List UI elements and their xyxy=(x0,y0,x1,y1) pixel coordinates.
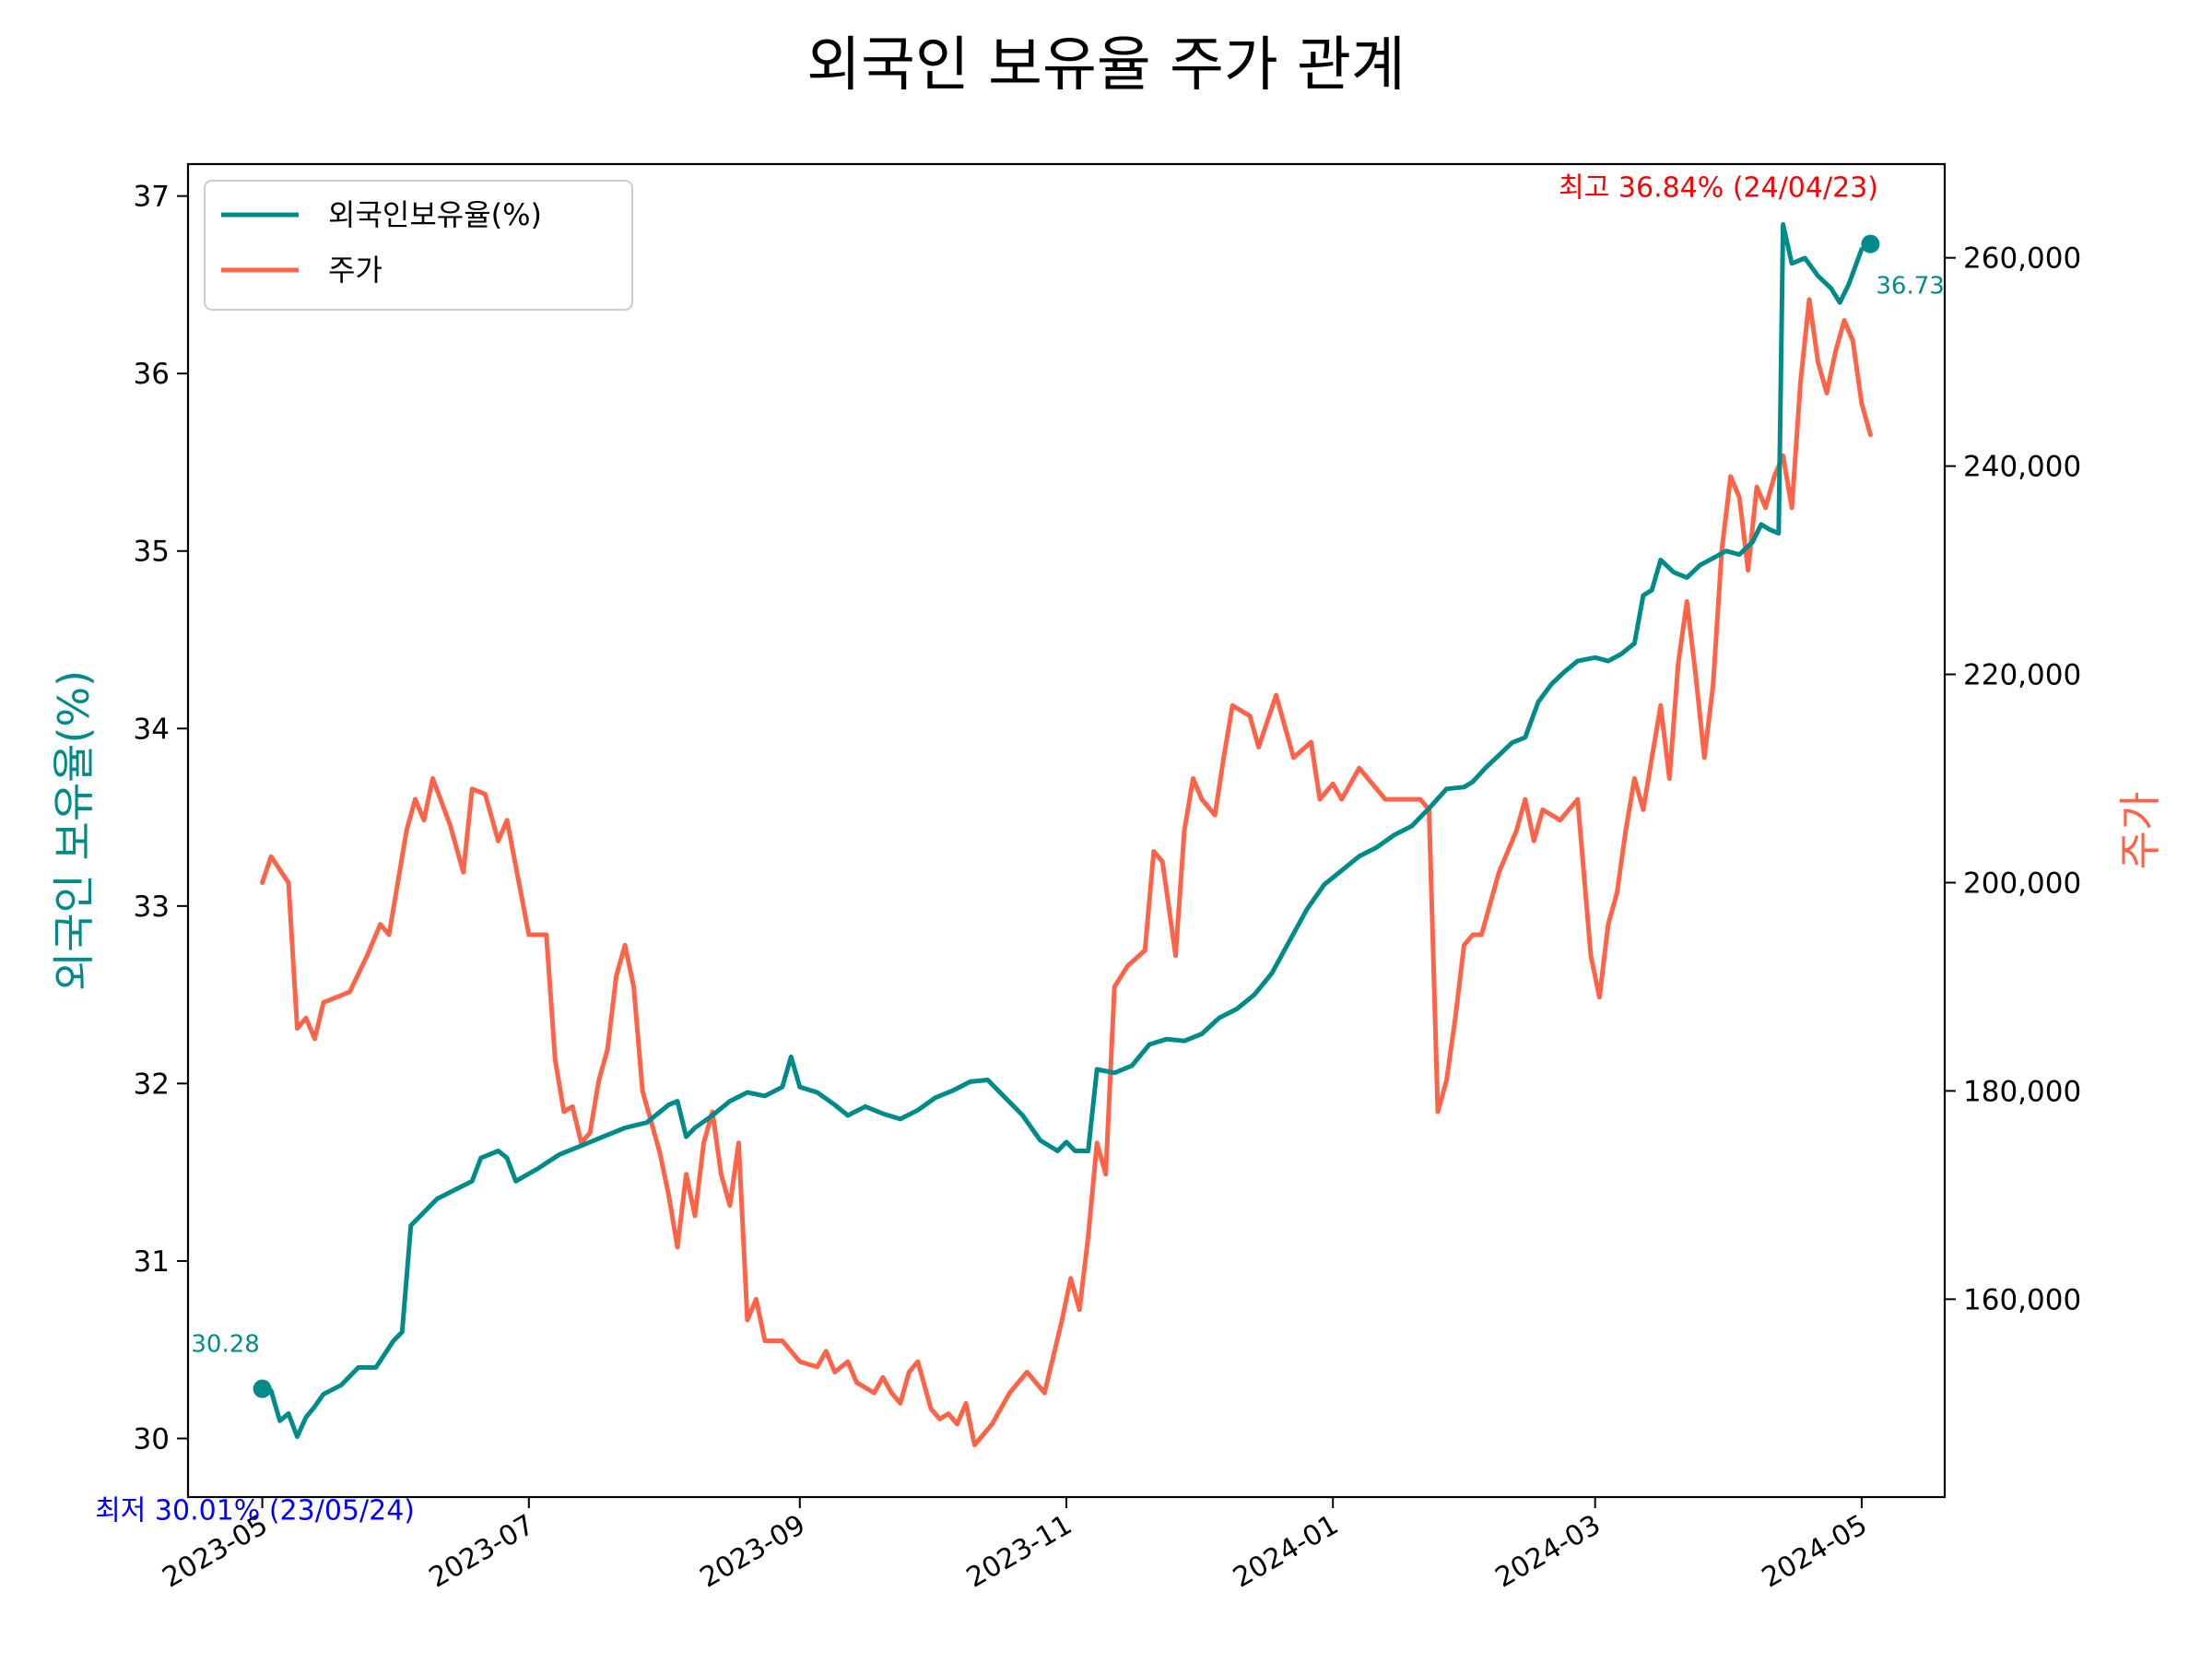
end-value-label: 36.73 xyxy=(1876,273,1944,301)
chart-title: 외국인 보유율 주가 관계 xyxy=(806,31,1406,100)
end-point-marker xyxy=(1861,234,1880,254)
left-y-tick-label: 35 xyxy=(134,536,170,569)
stock-price-line xyxy=(260,297,1873,1447)
start-point-marker xyxy=(253,1379,272,1398)
left-axis-label: 외국인 보유율(%) xyxy=(49,670,99,991)
right-y-tick-label: 220,000 xyxy=(1963,659,2081,692)
start-value-label: 30.28 xyxy=(191,1331,259,1359)
left-y-tick-label: 32 xyxy=(134,1067,170,1101)
left-y-tick-label: 31 xyxy=(134,1245,170,1279)
legend: 외국인보유율(%) 주가 xyxy=(204,180,633,311)
left-y-tick-label: 36 xyxy=(134,358,170,391)
left-y-tick-label: 30 xyxy=(134,1422,170,1456)
legend-label-holding: 외국인보유율(%) xyxy=(328,197,542,232)
left-y-tick-label: 34 xyxy=(134,713,170,746)
right-y-tick-label: 200,000 xyxy=(1963,867,2081,900)
left-y-tick-label: 33 xyxy=(134,890,170,924)
right-y-tick-label: 240,000 xyxy=(1963,451,2081,484)
right-axis-label: 주가 xyxy=(2115,792,2165,870)
plot-marks xyxy=(253,222,1880,1447)
right-y-tick-label: 260,000 xyxy=(1963,242,2081,276)
legend-box xyxy=(204,180,633,311)
holding-ratio-line xyxy=(260,222,1873,1439)
left-y-tick-label: 37 xyxy=(134,181,170,214)
max-annotation: 최고 36.84% (24/04/23) xyxy=(1559,171,1878,204)
min-annotation: 최저 30.01% (23/05/24) xyxy=(95,1495,415,1527)
right-y-tick-label: 180,000 xyxy=(1963,1075,2081,1108)
annotations: 30.28 36.73 최고 36.84% (24/04/23) 최저 30.0… xyxy=(95,171,1945,1527)
legend-label-price: 주가 xyxy=(328,253,382,288)
right-y-tick-label: 160,000 xyxy=(1963,1283,2081,1316)
